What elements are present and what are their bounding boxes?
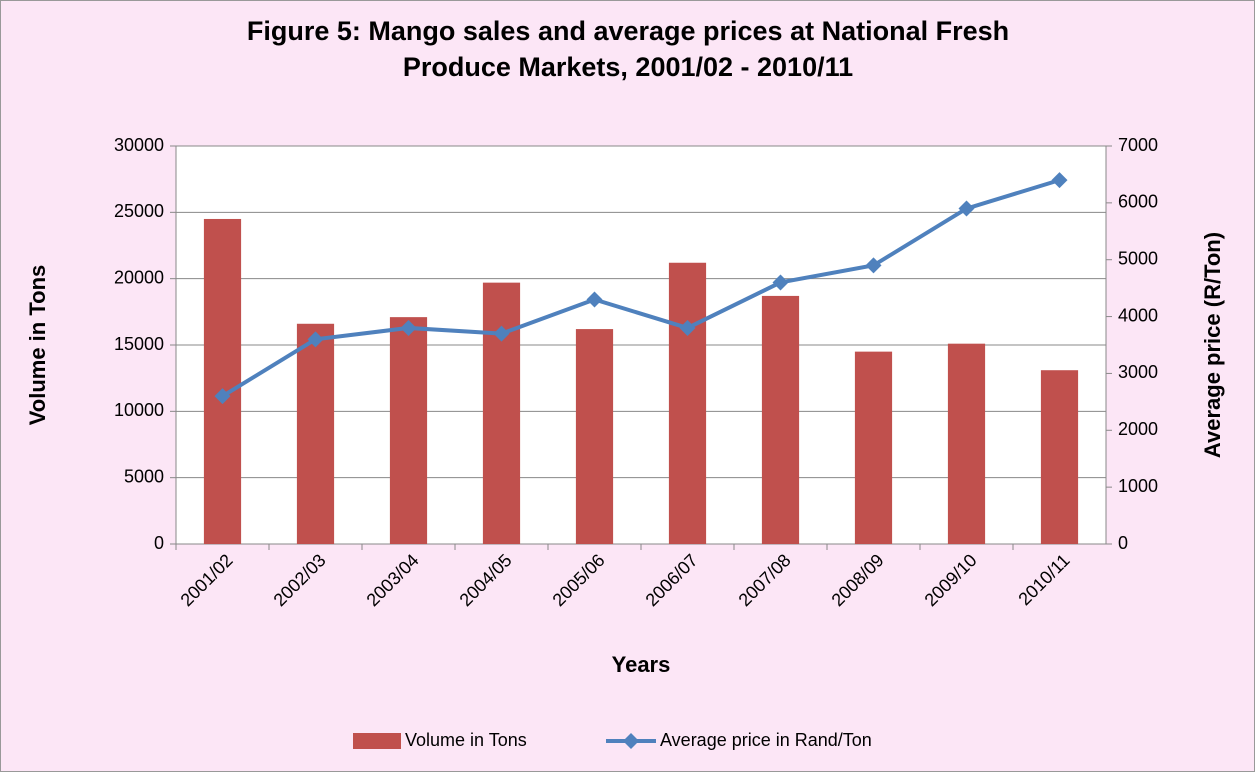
y2-tick-label: 1000 [1118,476,1158,496]
y2-tick-label: 4000 [1118,305,1158,325]
marker [307,331,324,348]
x-tick-label: 2010/11 [1014,550,1073,609]
legend-marker [623,733,639,749]
bar [947,343,986,544]
legend-label: Average price in Rand/Ton [660,730,872,750]
x-tick-label: 2003/04 [363,550,423,610]
y2-tick-label: 5000 [1118,248,1158,268]
y2-axis-title: Average price (R/Ton) [1200,232,1225,458]
y-tick-label: 10000 [114,400,164,420]
marker [865,257,882,274]
y2-tick-label: 2000 [1118,419,1158,439]
x-tick-label: 2008/09 [828,550,888,610]
bar [854,351,893,544]
bar [482,282,521,544]
y2-tick-label: 7000 [1118,135,1158,155]
bar [1040,370,1079,544]
marker [214,388,231,405]
bar [296,323,335,544]
y-tick-label: 20000 [114,267,164,287]
bar [575,329,614,544]
y-tick-label: 15000 [114,334,164,354]
x-tick-label: 2001/02 [177,550,237,610]
bar [203,218,242,544]
bar [761,295,800,544]
x-tick-label: 2004/05 [456,550,516,610]
y2-tick-label: 0 [1118,533,1128,553]
legend-swatch [353,733,401,749]
x-tick-label: 2002/03 [270,550,330,610]
y-tick-label: 25000 [114,201,164,221]
y-tick-label: 30000 [114,135,164,155]
x-axis-title: Years [612,652,671,677]
chart-title: Figure 5: Mango sales and average prices… [246,16,1010,82]
y-axis-title: Volume in Tons [25,265,50,426]
x-tick-label: 2005/06 [549,550,609,610]
marker [772,274,789,291]
y2-tick-label: 6000 [1118,192,1158,212]
bar [668,262,707,544]
x-tick-label: 2006/07 [642,550,702,610]
line [221,178,1061,398]
marker [958,200,975,217]
legend-label: Volume in Tons [405,730,527,750]
y-tick-label: 0 [154,533,164,553]
marker [586,291,603,308]
y2-tick-label: 3000 [1118,362,1158,382]
marker [679,319,696,336]
x-tick-label: 2007/08 [735,550,795,610]
y-tick-label: 5000 [124,466,164,486]
x-tick-label: 2009/10 [921,550,981,610]
marker [493,325,510,342]
marker [1051,172,1068,189]
marker [400,319,417,336]
bar [389,317,428,544]
